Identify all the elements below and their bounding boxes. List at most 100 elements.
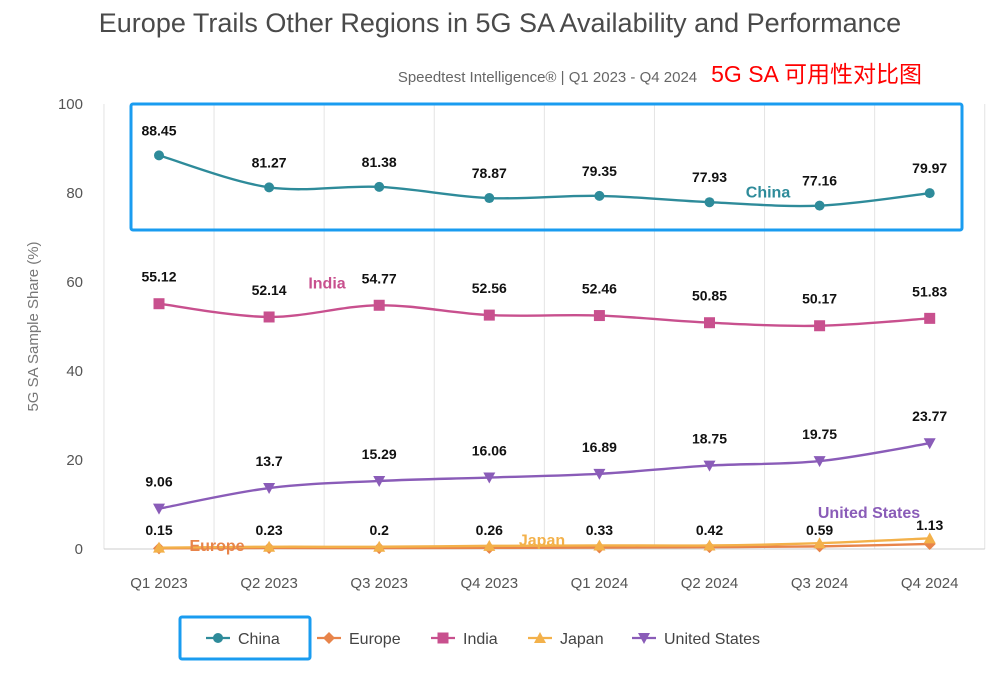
x-tick-label: Q4 2024	[901, 575, 959, 592]
series-label-japan: Japan	[519, 532, 565, 549]
data-label: 55.12	[141, 269, 176, 285]
legend: China Europe India Japan United States	[206, 631, 760, 648]
x-tick-label: Q3 2023	[350, 575, 408, 592]
data-label: 81.27	[252, 154, 287, 170]
data-label: 79.35	[582, 163, 617, 179]
data-label: 50.85	[692, 288, 727, 304]
data-label: 0.23	[255, 522, 282, 538]
y-axis-label: 5G SA Sample Share (%)	[25, 241, 42, 411]
data-point-india	[483, 309, 495, 321]
data-point-india	[704, 317, 715, 329]
data-point-china	[264, 182, 275, 193]
data-point-united-states	[483, 472, 496, 484]
data-point-india	[153, 298, 165, 310]
data-point-china	[154, 150, 164, 161]
data-point-united-states	[153, 503, 165, 515]
data-point-united-states	[593, 468, 606, 480]
y-tick-label: 20	[66, 452, 83, 469]
legend-marker-europe	[323, 632, 335, 644]
data-label: 52.14	[252, 282, 287, 298]
subtitle-row: Speedtest Intelligence® | Q1 2023 - Q4 2…	[398, 55, 922, 89]
data-label: 1.13	[916, 517, 943, 533]
label-layer: 88.45 81.27 81.38 78.87 79.35 77.93 77.16 79.97…	[141, 122, 947, 555]
data-point-united-states	[923, 438, 936, 450]
data-label: 77.93	[692, 169, 727, 185]
data-point-china	[814, 200, 825, 211]
chart-title: Europe Trails Other Regions in 5G SA Ava…	[98, 8, 902, 38]
data-label: 54.77	[362, 270, 397, 286]
chinese-annotation: 5G SA 可用性对比图	[711, 61, 922, 87]
y-tick-label: 60	[66, 274, 83, 291]
data-point-japan	[813, 537, 826, 549]
series-label-united-states: United States	[818, 505, 920, 522]
data-point-india	[263, 311, 275, 323]
data-point-united-states	[703, 460, 716, 472]
series-line-china	[158, 154, 930, 208]
data-label: 16.89	[582, 439, 617, 455]
y-tick-label: 40	[66, 363, 83, 380]
highlight-box-top-series	[129, 102, 964, 232]
data-point-india	[924, 312, 936, 324]
data-point-china	[374, 181, 385, 192]
grid-layer	[103, 104, 986, 549]
x-tick-label: Q1 2023	[130, 575, 188, 592]
x-tick-label: Q4 2023	[461, 575, 519, 592]
data-point-united-states	[373, 475, 386, 487]
legend-marker-china	[213, 633, 223, 643]
y-tick-label: 100	[58, 96, 83, 113]
data-point-india	[814, 320, 826, 332]
legend-marker-japan	[534, 632, 546, 643]
legend-label-europe: Europe	[349, 631, 401, 648]
series-line-united-states	[158, 442, 930, 510]
x-tick-label: Q1 2024	[571, 575, 629, 592]
data-point-united-states	[813, 456, 826, 468]
data-label: 50.17	[802, 291, 837, 307]
data-label: 16.06	[472, 443, 507, 459]
data-point-india	[373, 299, 385, 311]
y-tick-label: 80	[66, 185, 83, 202]
data-label: 18.75	[692, 431, 727, 447]
data-point-japan	[923, 532, 936, 544]
data-point-japan	[373, 540, 386, 552]
data-label: 0.26	[476, 522, 503, 538]
highlight-box-legend	[178, 615, 312, 661]
data-point-china	[594, 190, 605, 201]
data-label: 0.15	[145, 522, 172, 538]
data-label: 79.97	[912, 160, 947, 176]
data-point-united-states	[263, 483, 276, 495]
data-label: 0.33	[586, 522, 613, 538]
data-point-japan	[703, 539, 716, 551]
data-label: 13.7	[255, 453, 282, 469]
data-label: 23.77	[912, 408, 947, 424]
x-tick-label: Q2 2023	[240, 575, 298, 592]
data-label: 52.56	[472, 280, 507, 296]
axis-layer: 0 20 40 60 80 100 Q1 2023 Q2 2023 Q3 2023 Q4 2023…	[25, 96, 985, 592]
data-label: 88.45	[141, 122, 176, 138]
legend-label-india: India	[463, 631, 498, 648]
data-label: 9.06	[145, 474, 172, 490]
series-layer	[153, 150, 936, 555]
legend-label-china: China	[238, 631, 280, 648]
data-label: 19.75	[802, 426, 837, 442]
series-line-japan	[158, 537, 930, 549]
data-point-china	[704, 197, 715, 208]
series-line-india	[158, 302, 930, 328]
data-point-japan	[483, 539, 496, 551]
x-tick-label: Q2 2024	[681, 575, 739, 592]
chart-subtitle: Speedtest Intelligence® | Q1 2023 - Q4 2…	[397, 69, 698, 86]
series-line-europe	[158, 542, 930, 550]
legend-marker-united-states	[638, 633, 650, 644]
data-label: 52.46	[582, 281, 617, 297]
x-tick-label: Q3 2024	[791, 575, 849, 592]
data-point-japan	[263, 540, 276, 552]
legend-marker-india	[437, 632, 449, 644]
data-label: 0.42	[696, 522, 723, 538]
data-label: 15.29	[362, 446, 397, 462]
legend-label-japan: Japan	[560, 631, 604, 648]
series-label-europe: Europe	[189, 538, 244, 555]
y-tick-label: 0	[75, 541, 83, 558]
data-point-india	[593, 310, 605, 322]
data-label: 81.38	[362, 154, 397, 170]
highlight-layer	[129, 102, 964, 661]
